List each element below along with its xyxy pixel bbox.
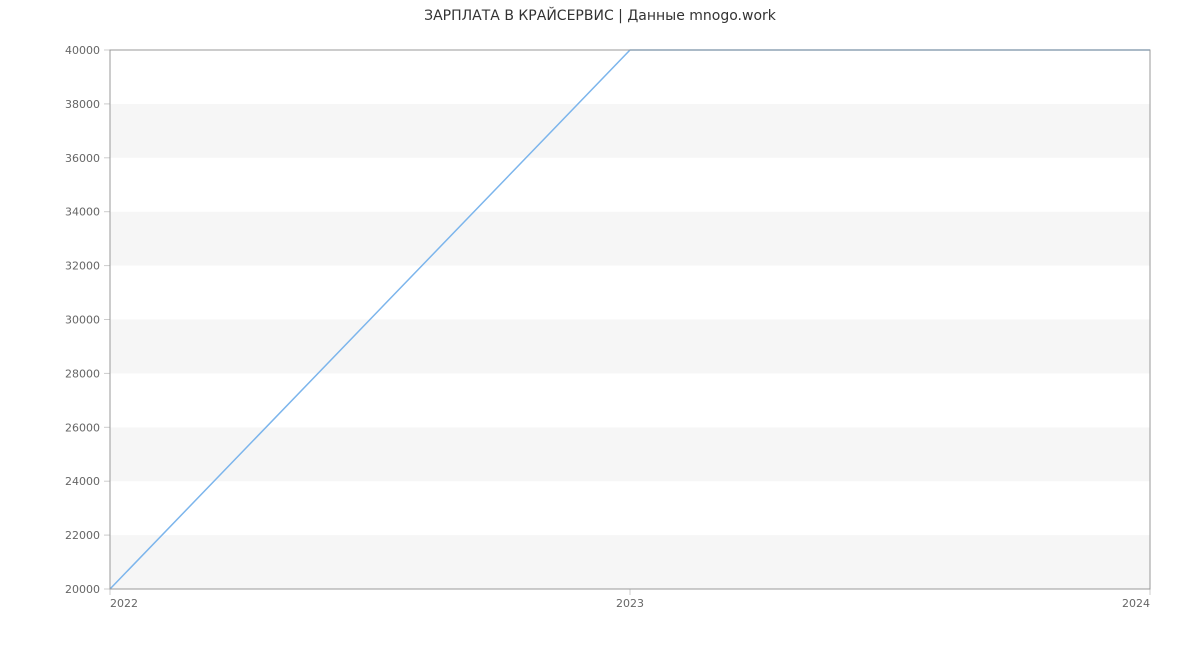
plot-band xyxy=(110,158,1150,212)
x-tick-label: 2022 xyxy=(110,597,138,610)
plot-band xyxy=(110,373,1150,427)
chart-svg: 20000 22000 24000 26000 28000 30000 32000 34000… xyxy=(0,0,1200,650)
x-tick-label: 2023 xyxy=(616,597,644,610)
y-tick-label: 34000 xyxy=(65,206,100,219)
y-tick-label: 40000 xyxy=(65,44,100,57)
plot-band xyxy=(110,481,1150,535)
plot-band xyxy=(110,50,1150,104)
plot-band xyxy=(110,104,1150,158)
plot-band xyxy=(110,320,1150,374)
x-tick-label: 2024 xyxy=(1122,597,1150,610)
y-tick-label: 32000 xyxy=(65,260,100,273)
y-tick-label: 36000 xyxy=(65,152,100,165)
plot-band xyxy=(110,212,1150,266)
chart-container: ЗАРПЛАТА В КРАЙСЕРВИС | Данные mnogo.wor… xyxy=(0,0,1200,650)
y-tick-label: 28000 xyxy=(65,367,100,380)
plot-band xyxy=(110,266,1150,320)
y-tick-label: 22000 xyxy=(65,529,100,542)
y-tick-label: 30000 xyxy=(65,314,100,327)
y-tick-label: 26000 xyxy=(65,421,100,434)
y-tick-label: 38000 xyxy=(65,98,100,111)
chart-title: ЗАРПЛАТА В КРАЙСЕРВИС | Данные mnogo.wor… xyxy=(0,8,1200,24)
y-tick-label: 20000 xyxy=(65,583,100,596)
y-tick-label: 24000 xyxy=(65,475,100,488)
plot-band xyxy=(110,427,1150,481)
plot-band xyxy=(110,535,1150,589)
